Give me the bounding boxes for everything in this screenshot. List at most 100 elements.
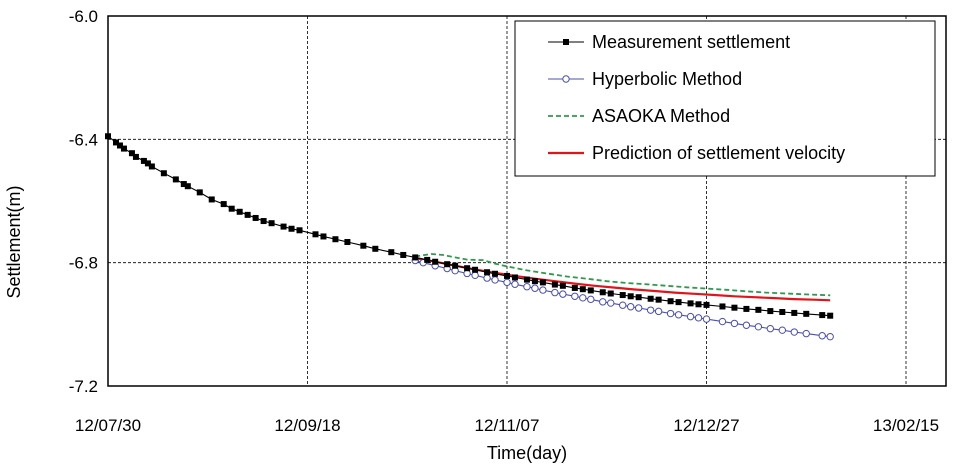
measurement-point [280, 223, 287, 230]
measurement-point [148, 163, 155, 170]
hyperbolic-point [587, 295, 595, 304]
hyperbolic-point [491, 276, 499, 284]
measurement-point [228, 205, 235, 212]
measurement-point [627, 293, 634, 300]
measurement-point [172, 176, 179, 183]
legend-label: Prediction of settlement velocity [592, 143, 845, 163]
measurement-point [559, 282, 566, 289]
hyperbolic-point [626, 303, 635, 311]
hyperbolic-point [802, 329, 810, 338]
measurement-point [539, 279, 546, 286]
y-tick-label: -6.8 [69, 254, 98, 273]
legend-label: Hyperbolic Method [592, 69, 742, 89]
legend-label: Measurement settlement [592, 32, 790, 52]
measurement-point [360, 242, 367, 249]
hyperbolic-point [654, 307, 663, 316]
hyperbolic-point [702, 315, 711, 323]
measurement-point [587, 287, 594, 294]
hyperbolic-point [471, 271, 479, 280]
measurement-point [531, 278, 538, 285]
measurement-point [372, 245, 379, 252]
measurement-point [655, 296, 662, 303]
measurement-point [779, 309, 786, 315]
hyperbolic-point [607, 299, 615, 307]
legend-label: ASAOKA Method [592, 106, 730, 126]
measurement-point [504, 272, 510, 279]
measurement-point [120, 145, 127, 152]
measurement-point [140, 157, 147, 164]
measurement-point [260, 218, 267, 225]
measurement-point [244, 211, 251, 218]
hyperbolic-point [666, 309, 675, 318]
y-tick-labels: -6.0 -6.4 -6.8 -7.2 [69, 7, 98, 396]
plot-area-border [107, 15, 947, 387]
x-axis-label: Time(day) [487, 443, 567, 463]
measurement-point [208, 196, 215, 203]
measurement-point [607, 290, 614, 297]
hyperbolic-point [826, 332, 834, 341]
hyperbolic-point [766, 324, 775, 333]
measurement-point [511, 274, 518, 281]
measurement-point [619, 292, 626, 299]
measurement-point [827, 312, 834, 319]
y-axis-label: Settlement(m) [4, 185, 24, 298]
measurement-point [444, 261, 451, 268]
measurement-point [703, 301, 710, 308]
measurement-point [132, 153, 139, 160]
measurement-point [464, 265, 471, 272]
hyperbolic-point [539, 286, 547, 294]
x-tick-label: 12/09/18 [274, 416, 340, 435]
measurement-point [196, 189, 203, 196]
measurement-point [268, 220, 275, 227]
y-tick-label: -6.4 [69, 130, 98, 149]
measurement-point [791, 309, 798, 316]
measurement-point [719, 303, 726, 310]
measurement-point [484, 269, 491, 276]
measurement-point [523, 276, 530, 283]
y-tick-label: -7.2 [69, 377, 98, 396]
measurement-point [599, 289, 606, 296]
hyperbolic-point [571, 292, 579, 300]
measurement-point [432, 258, 439, 265]
measurement-point [312, 231, 319, 238]
hyperbolic-point [754, 323, 763, 331]
hyperbolic-point [646, 306, 655, 314]
measurement-point [412, 254, 419, 261]
hyperbolic-point [742, 321, 751, 329]
measurement-point [332, 236, 339, 243]
measurement-point [344, 239, 351, 246]
measurement-point [647, 295, 654, 302]
measurement-point [236, 208, 243, 215]
y-tick-label: -6.0 [69, 7, 98, 26]
hyperbolic-point [511, 280, 519, 288]
hyperbolic-point [531, 284, 539, 292]
measurement-point [144, 160, 151, 167]
measurement-point [112, 139, 119, 146]
hyperbolic-point [599, 298, 607, 306]
measurement-point [220, 201, 227, 208]
measurement-point [472, 266, 479, 273]
hyperbolic-point [730, 319, 739, 328]
measurement-point [767, 308, 774, 315]
measurement-point [675, 299, 682, 306]
measurement-point [128, 150, 135, 157]
hyperbolic-point [674, 311, 683, 319]
measurement-point [452, 262, 459, 269]
hyperbolic-point [483, 274, 491, 282]
x-tick-label: 13/02/15 [873, 416, 939, 435]
measurement-point [105, 133, 111, 140]
legend-box [514, 20, 936, 177]
hyperbolic-point [790, 328, 798, 336]
measurement-point [320, 233, 327, 240]
x-tick-label: 12/11/07 [475, 416, 540, 435]
x-tick-labels: 12/07/30 12/09/18 12/11/07 12/12/27 13/02/15 [75, 416, 939, 435]
hyperbolic-point [523, 283, 531, 291]
measurement-point [296, 227, 303, 234]
measurement-point [687, 300, 694, 307]
hyperbolic-point [551, 288, 559, 297]
hyperbolic-point [718, 317, 727, 326]
measurement-point [579, 286, 586, 293]
measurement-point [551, 281, 558, 288]
hyperbolic-point [686, 312, 695, 321]
